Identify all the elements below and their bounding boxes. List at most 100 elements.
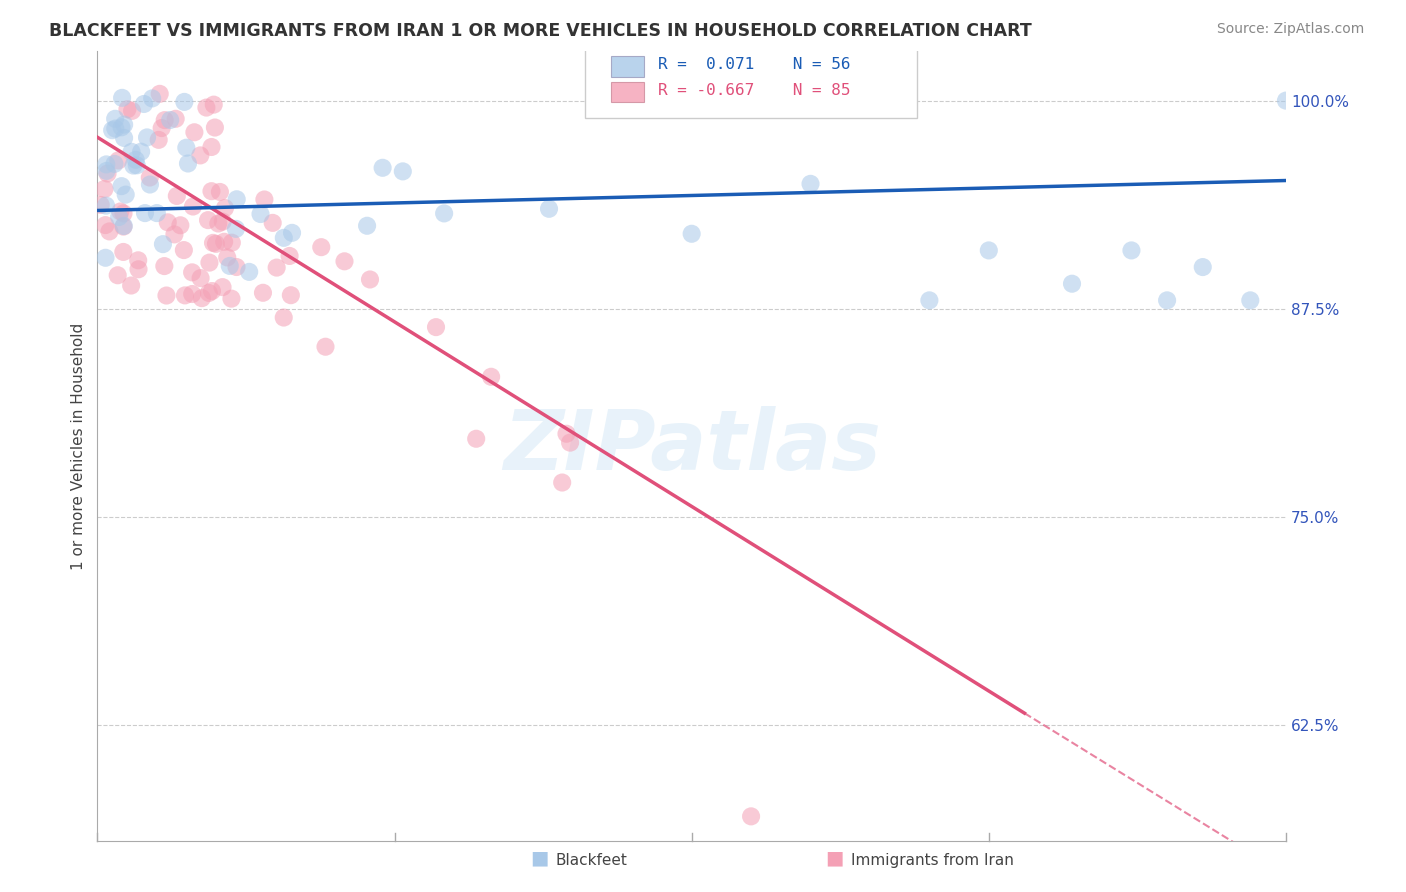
Text: Blackfeet: Blackfeet (555, 853, 627, 868)
Point (359, 272, 381, 286)
Point (112, 219, 135, 233)
Text: Source: ZipAtlas.com: Source: ZipAtlas.com (1216, 22, 1364, 37)
Point (201, 284, 224, 298)
Point (112, 244, 135, 259)
Point (198, 285, 221, 300)
Point (425, 320, 447, 334)
Point (315, 340, 337, 354)
Point (139, 178, 162, 192)
Point (146, 206, 169, 220)
Point (183, 125, 205, 139)
Point (1239, 293, 1261, 308)
FancyBboxPatch shape (585, 43, 918, 118)
Point (96, 157, 118, 171)
Point (311, 240, 333, 254)
Point (225, 260, 247, 274)
Point (181, 265, 204, 279)
Point (112, 219, 135, 234)
Point (129, 145, 152, 159)
Point (1275, 94, 1298, 108)
Point (208, 185, 231, 199)
Point (155, 288, 177, 302)
Point (104, 121, 127, 136)
Point (98, 224, 121, 238)
Point (94, 199, 117, 213)
Point (221, 235, 243, 250)
Point (799, 177, 821, 191)
Point (253, 193, 276, 207)
Point (150, 121, 173, 136)
Point (94, 251, 117, 265)
Point (107, 268, 129, 283)
Point (356, 219, 378, 233)
Point (101, 123, 124, 137)
Point (558, 435, 581, 450)
Point (249, 207, 271, 221)
Point (333, 254, 356, 268)
Point (165, 112, 187, 126)
Point (1191, 260, 1213, 274)
Point (127, 253, 149, 268)
Point (681, 227, 703, 241)
Point (190, 271, 212, 285)
Point (202, 97, 225, 112)
Point (169, 219, 191, 233)
Point (122, 159, 145, 173)
Bar (610, 56, 644, 77)
Point (918, 293, 941, 308)
Point (110, 179, 132, 194)
Point (238, 265, 260, 279)
Point (156, 215, 179, 229)
Point (110, 120, 132, 135)
Point (152, 237, 174, 252)
Point (191, 291, 214, 305)
Point (205, 236, 228, 251)
Text: ■: ■ (530, 849, 548, 868)
Point (174, 288, 197, 302)
Point (163, 227, 186, 242)
Point (132, 97, 155, 112)
Point (148, 133, 170, 147)
Point (110, 204, 132, 219)
Point (112, 118, 135, 132)
Point (280, 288, 302, 302)
Point (166, 189, 188, 203)
Point (195, 101, 218, 115)
Point (114, 187, 136, 202)
Y-axis label: 1 or more Vehicles in Household: 1 or more Vehicles in Household (72, 322, 86, 570)
Text: R =  0.071    N = 56: R = 0.071 N = 56 (658, 57, 851, 72)
Point (1121, 244, 1143, 258)
Point (121, 103, 143, 118)
Point (977, 244, 1000, 258)
Point (537, 202, 560, 216)
Point (96, 167, 118, 181)
Point (479, 369, 502, 384)
Point (1156, 293, 1178, 308)
Point (159, 113, 181, 128)
Point (188, 148, 211, 162)
Point (176, 141, 198, 155)
Point (391, 164, 413, 178)
Point (200, 184, 222, 198)
Text: BLACKFEET VS IMMIGRANTS FROM IRAN 1 OR MORE VEHICLES IN HOUSEHOLD CORRELATION CH: BLACKFEET VS IMMIGRANTS FROM IRAN 1 OR M… (49, 22, 1032, 40)
Point (211, 280, 233, 294)
Point (371, 161, 394, 175)
Point (273, 231, 295, 245)
Point (153, 259, 176, 273)
Point (125, 153, 148, 167)
Point (153, 113, 176, 128)
Point (94, 218, 117, 232)
Point (173, 243, 195, 257)
Text: Immigrants from Iran: Immigrants from Iran (851, 853, 1014, 868)
Point (433, 206, 456, 220)
Point (112, 131, 135, 145)
Text: ZIPatlas: ZIPatlas (503, 406, 880, 486)
Point (551, 475, 574, 490)
Point (200, 140, 222, 154)
Point (266, 260, 288, 275)
Point (128, 262, 150, 277)
Point (214, 201, 236, 215)
Point (173, 95, 195, 109)
Point (93, 182, 115, 196)
Point (1060, 277, 1083, 291)
